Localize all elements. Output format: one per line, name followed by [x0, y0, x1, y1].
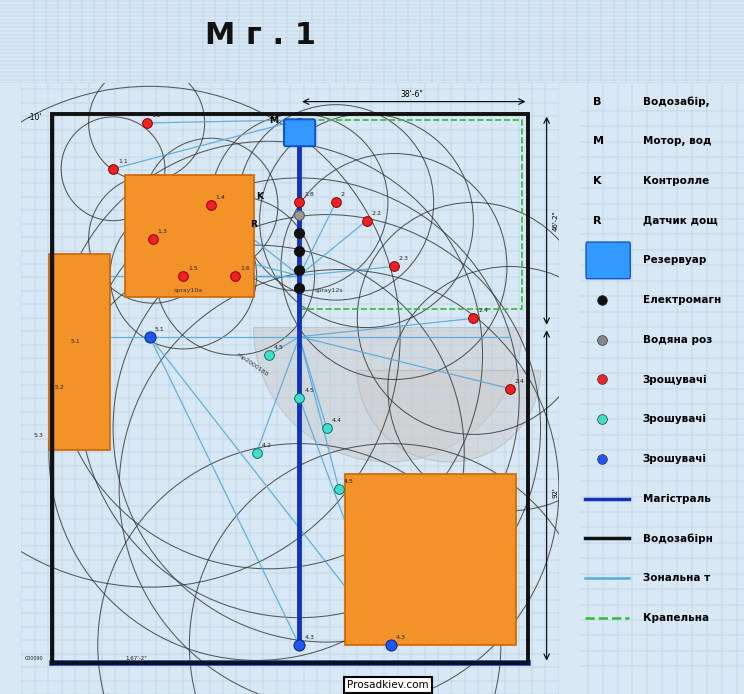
Text: 1.2: 1.2 [152, 113, 161, 118]
Text: M: M [269, 116, 278, 125]
Text: Датчик дощ: Датчик дощ [643, 216, 717, 226]
Wedge shape [254, 328, 522, 462]
Text: 4.5: 4.5 [304, 388, 314, 393]
Text: Зрошувачі: Зрошувачі [643, 454, 707, 464]
Text: Магістраль: Магістраль [643, 493, 711, 504]
Text: 5.1: 5.1 [155, 327, 164, 332]
Text: Електромагн: Електромагн [643, 295, 721, 305]
Text: 1.4: 1.4 [216, 195, 225, 201]
Text: 000090: 000090 [25, 657, 43, 661]
Text: Крапельна: Крапельна [643, 613, 708, 623]
Text: 2.4: 2.4 [515, 378, 525, 384]
Text: М г . 1: М г . 1 [205, 21, 316, 50]
Text: 1.3: 1.3 [158, 229, 167, 234]
Text: 4.2: 4.2 [261, 443, 272, 448]
Text: 4.3: 4.3 [304, 635, 314, 640]
Text: Водозабір,: Водозабір, [643, 96, 709, 107]
Text: 92': 92' [553, 487, 559, 498]
Text: 2.4: 2.4 [478, 308, 488, 313]
Bar [125, 175, 254, 297]
Text: Водозабірн: Водозабірн [643, 533, 713, 543]
Text: Резервуар: Резервуар [643, 255, 706, 265]
Bar [345, 474, 516, 645]
Text: spray12s: spray12s [315, 288, 343, 293]
Bar [52, 114, 528, 663]
Text: mp2000180: mp2000180 [235, 352, 269, 378]
Text: 38'-6": 38'-6" [401, 90, 424, 99]
Text: Контролле: Контролле [643, 176, 709, 186]
Text: 5.1: 5.1 [70, 339, 80, 344]
Text: K: K [257, 192, 263, 201]
Text: K: K [594, 176, 602, 186]
Text: 1.67'-2": 1.67'-2" [125, 657, 147, 661]
Text: R: R [594, 216, 602, 226]
Text: 4.5: 4.5 [274, 345, 283, 350]
Text: 5.3: 5.3 [33, 434, 44, 439]
FancyBboxPatch shape [586, 242, 630, 279]
Text: Зрошувачі: Зрошувачі [643, 414, 707, 424]
Text: 4.5: 4.5 [344, 480, 354, 484]
Text: 2.3: 2.3 [399, 256, 409, 262]
Text: -10': -10' [28, 113, 42, 122]
Text: Зональна т: Зональна т [643, 573, 710, 583]
Text: 5.2: 5.2 [55, 384, 65, 389]
Text: Зрощувачі: Зрощувачі [643, 375, 707, 384]
Wedge shape [357, 371, 541, 462]
Text: spray10a: spray10a [174, 288, 203, 293]
Text: 1.8: 1.8 [304, 192, 314, 197]
Text: M: M [594, 136, 604, 146]
Text: Мотор, вод: Мотор, вод [643, 136, 711, 146]
Text: 1.5: 1.5 [188, 266, 198, 271]
Text: R: R [251, 220, 257, 229]
Text: 4.3: 4.3 [396, 635, 405, 640]
Text: 4.4: 4.4 [332, 418, 341, 423]
Text: 46'-2": 46'-2" [553, 210, 559, 231]
Text: 1.1: 1.1 [118, 159, 128, 164]
Text: B: B [594, 96, 602, 107]
Text: 2: 2 [341, 192, 345, 197]
Text: 1.6: 1.6 [240, 266, 250, 271]
FancyBboxPatch shape [284, 119, 315, 146]
Bar [49, 254, 110, 450]
Text: Водяна роз: Водяна роз [643, 335, 712, 345]
Text: Prosadkiev.com: Prosadkiev.com [347, 680, 429, 690]
Bar [299, 120, 522, 310]
Text: 2.2: 2.2 [371, 210, 382, 216]
